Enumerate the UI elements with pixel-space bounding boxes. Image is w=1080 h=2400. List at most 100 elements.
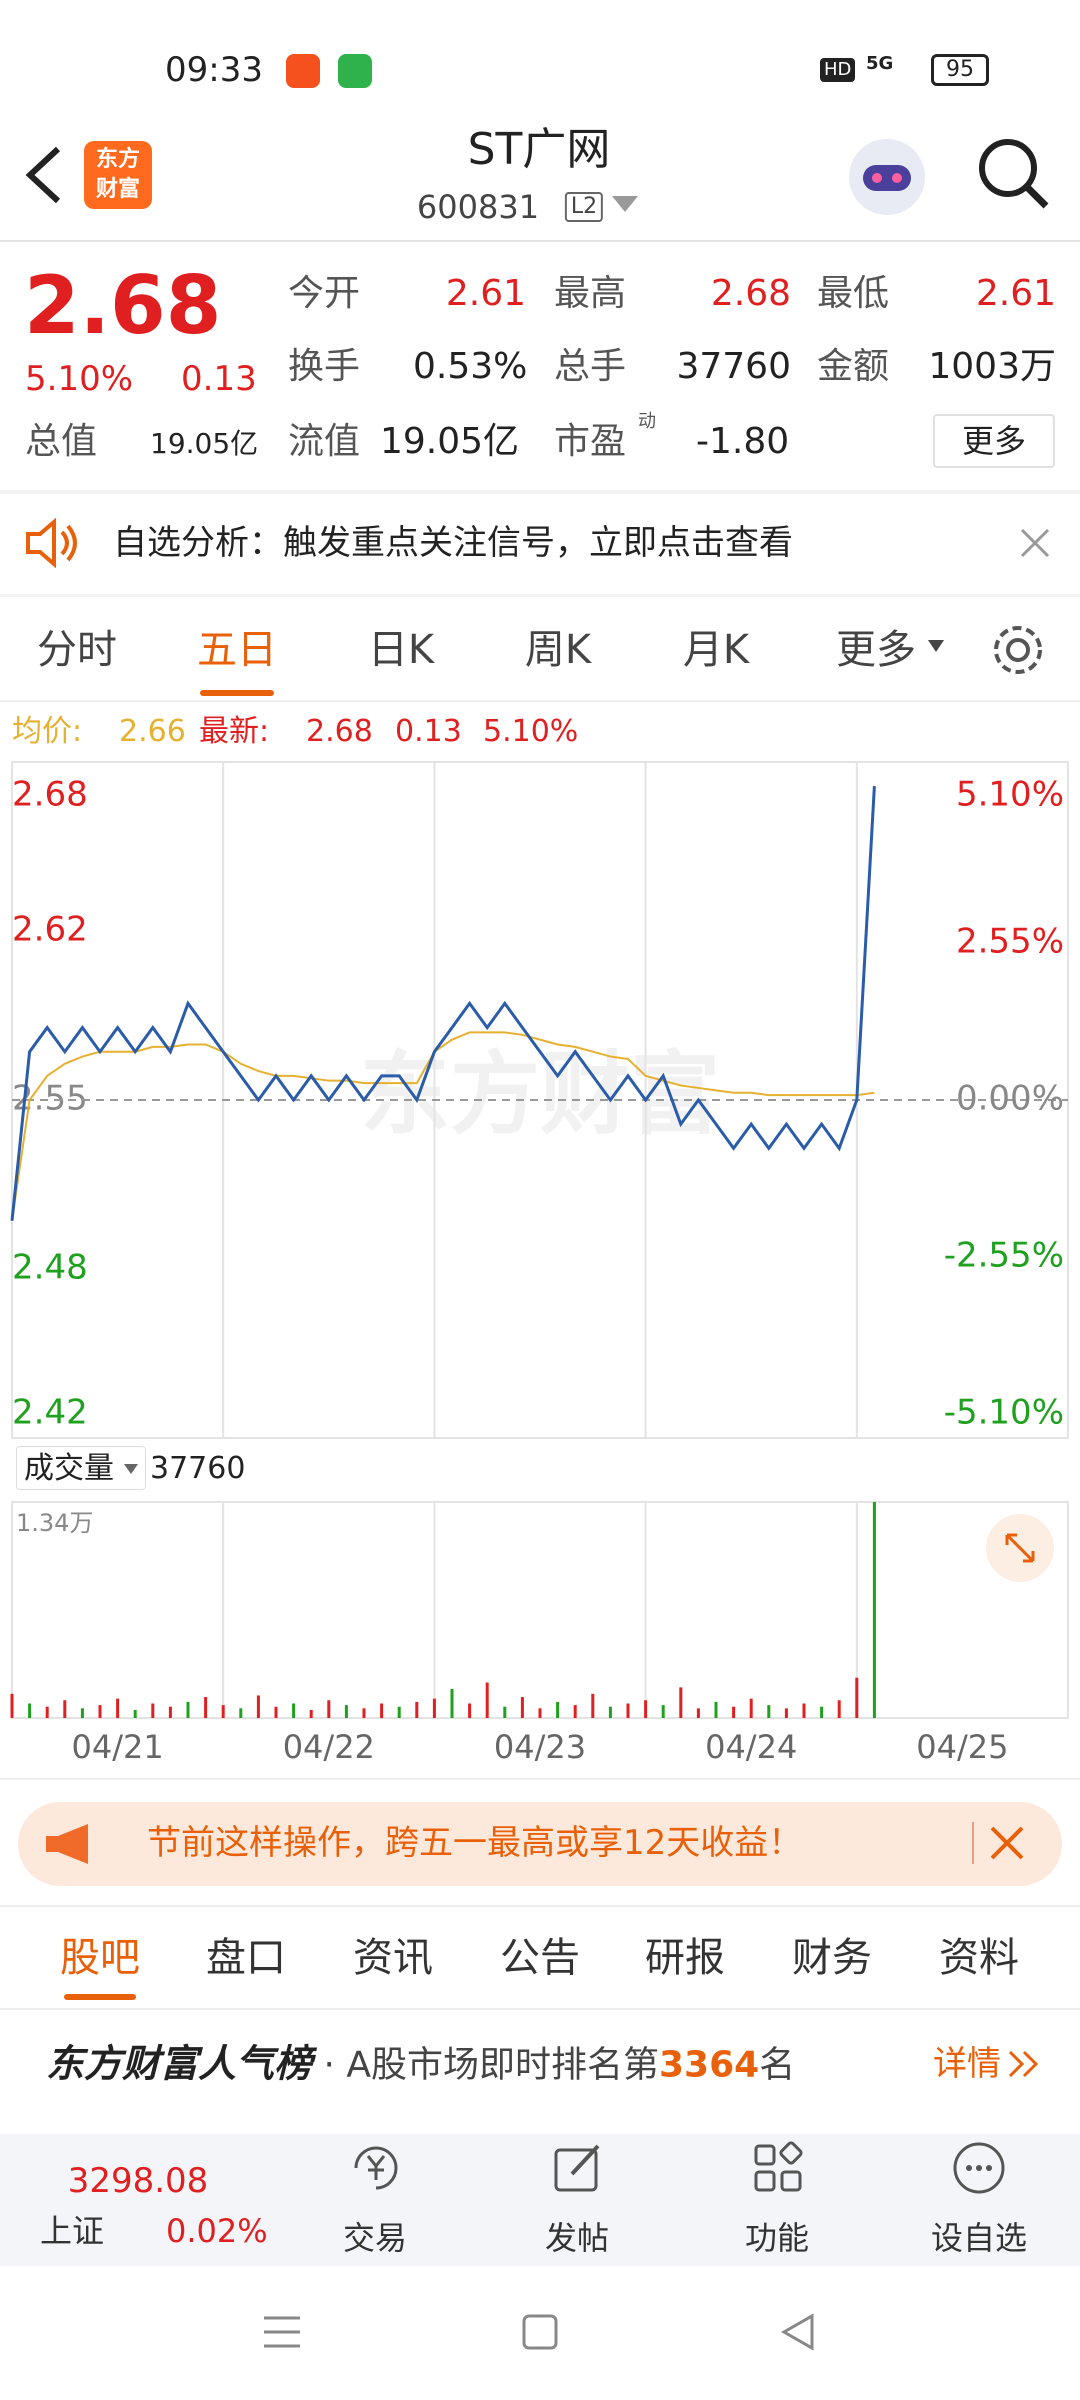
volume-bar	[309, 1709, 313, 1718]
volume-bar	[468, 1703, 472, 1718]
tab[interactable]: 分时	[37, 627, 117, 673]
functions-icon[interactable]	[750, 2140, 806, 2196]
volume-bar	[837, 1700, 841, 1718]
volume-bar	[80, 1708, 84, 1718]
index-change[interactable]: 0.02%	[166, 2212, 268, 2250]
ranking-row[interactable]: 东方财富人气榜 · A股市场即时排名第3364名	[46, 2045, 795, 2084]
divider	[0, 240, 1080, 242]
trade-icon[interactable]	[348, 2140, 404, 2196]
volume-bar	[204, 1697, 208, 1718]
megaphone-icon	[46, 1824, 88, 1864]
field-superscript: 动	[638, 411, 656, 432]
volume-bar	[168, 1706, 172, 1718]
tab[interactable]: 月K	[682, 627, 750, 673]
tab[interactable]: 更多	[836, 627, 916, 673]
more-button-label[interactable]: 更多	[961, 422, 1027, 460]
index-value[interactable]: 3298.08	[67, 2161, 209, 2201]
volume-bar	[362, 1708, 366, 1718]
robot-avatar[interactable]	[845, 135, 929, 219]
volume-bar	[186, 1701, 190, 1718]
x-tick-label: 04/22	[283, 1728, 375, 1766]
divider	[0, 2008, 1080, 2010]
volume-bar	[397, 1706, 401, 1718]
sub-tab[interactable]: 盘口	[206, 1935, 286, 1981]
logo: 东方 财富	[84, 141, 152, 209]
field-value: 2.61	[975, 273, 1056, 314]
toolbar-button-label[interactable]: 设自选	[930, 2219, 1028, 2257]
ad-text[interactable]: 节前这样操作，跨五一最高或享12天收益！	[147, 1823, 803, 1863]
volume-bar	[10, 1693, 14, 1718]
close-button[interactable]	[1020, 528, 1050, 558]
back-button[interactable]	[20, 145, 66, 205]
volume-title[interactable]: 成交量	[24, 1451, 114, 1486]
volume-bar	[98, 1705, 102, 1718]
navigation-bar	[264, 2313, 814, 2351]
volume-bar	[679, 1687, 683, 1718]
dropdown-arrow	[124, 1464, 138, 1474]
last-change: 0.13	[395, 714, 462, 749]
avg-label: 均价:	[12, 714, 83, 749]
status-battery: 95	[931, 54, 989, 86]
field-label: 今开	[288, 273, 361, 314]
more-button[interactable]	[933, 414, 1055, 468]
intraday-charts: 东方财富 2.682.622.552.482.425.10%2.55%0.00%…	[10, 761, 1069, 1766]
sub-tab[interactable]: 公告	[500, 1935, 580, 1981]
volume-bar	[221, 1705, 225, 1718]
sub-tab[interactable]: 资讯	[353, 1935, 433, 1981]
tab[interactable]: 日K	[367, 627, 435, 673]
toolbar-button-label[interactable]: 发帖	[544, 2219, 610, 2257]
app-icon	[338, 54, 372, 88]
settings-button[interactable]	[990, 622, 1046, 678]
tab[interactable]: 周K	[524, 627, 592, 673]
y2-tick-label: 5.10%	[956, 775, 1064, 815]
change: 0.13	[181, 359, 257, 399]
dropdown-arrow	[928, 640, 944, 652]
app-icon	[286, 54, 320, 88]
search-button[interactable]	[976, 136, 1050, 210]
field-value: 2.61	[445, 273, 526, 314]
sub-tab[interactable]: 资料	[939, 1935, 1019, 1981]
y-tick-label: 2.68	[12, 775, 88, 815]
field-value: 2.68	[710, 273, 791, 314]
home-button[interactable]	[522, 2314, 558, 2350]
volume-bar	[485, 1682, 489, 1718]
details-link[interactable]: 详情	[933, 2044, 1001, 2084]
close-button[interactable]	[990, 1826, 1024, 1860]
back-nav-button[interactable]	[780, 2313, 814, 2351]
dropdown-arrow[interactable]	[612, 196, 638, 214]
notice-text[interactable]: 自选分析：触发重点关注信号，立即点击查看	[113, 523, 793, 563]
volume-bar	[503, 1706, 507, 1718]
menu-button[interactable]	[264, 2316, 300, 2348]
toolbar-button-label[interactable]: 交易	[342, 2219, 408, 2257]
volume-bar	[556, 1701, 560, 1718]
field-value: 37760	[676, 346, 791, 387]
divider	[0, 700, 1080, 702]
last-label: 最新:	[199, 714, 270, 749]
volume-bar	[45, 1706, 49, 1718]
volume-bar	[608, 1706, 612, 1718]
volume-bar	[344, 1705, 348, 1718]
expand-button[interactable]	[985, 1513, 1055, 1583]
field-label: 流值	[288, 421, 361, 462]
sub-tab-active[interactable]: 股吧	[60, 1935, 140, 1981]
avg-value: 2.66	[119, 714, 186, 749]
watchlist-icon[interactable]	[951, 2140, 1007, 2196]
volume-bar	[380, 1703, 384, 1718]
volume-bar	[644, 1700, 648, 1718]
post-icon[interactable]	[550, 2140, 606, 2196]
field-label: 总值	[25, 421, 98, 462]
toolbar-button-label[interactable]: 功能	[744, 2219, 810, 2257]
volume-selector[interactable]	[16, 1446, 146, 1490]
y2-tick-label: 2.55%	[956, 922, 1064, 962]
stock-title: ST广网	[467, 124, 611, 175]
field-value: 19.05亿	[380, 421, 520, 462]
y2-tick-label: 0.00%	[956, 1079, 1064, 1119]
index-name[interactable]: 上证	[40, 2212, 105, 2250]
sub-tab[interactable]: 财务	[792, 1935, 872, 1981]
status-signal: 5G	[866, 53, 894, 74]
tab-active[interactable]: 五日	[197, 627, 277, 673]
ad-banner[interactable]	[18, 1802, 1062, 1886]
sub-tab[interactable]: 研报	[645, 1935, 725, 1981]
volume-max-label: 1.34万	[16, 1509, 94, 1537]
